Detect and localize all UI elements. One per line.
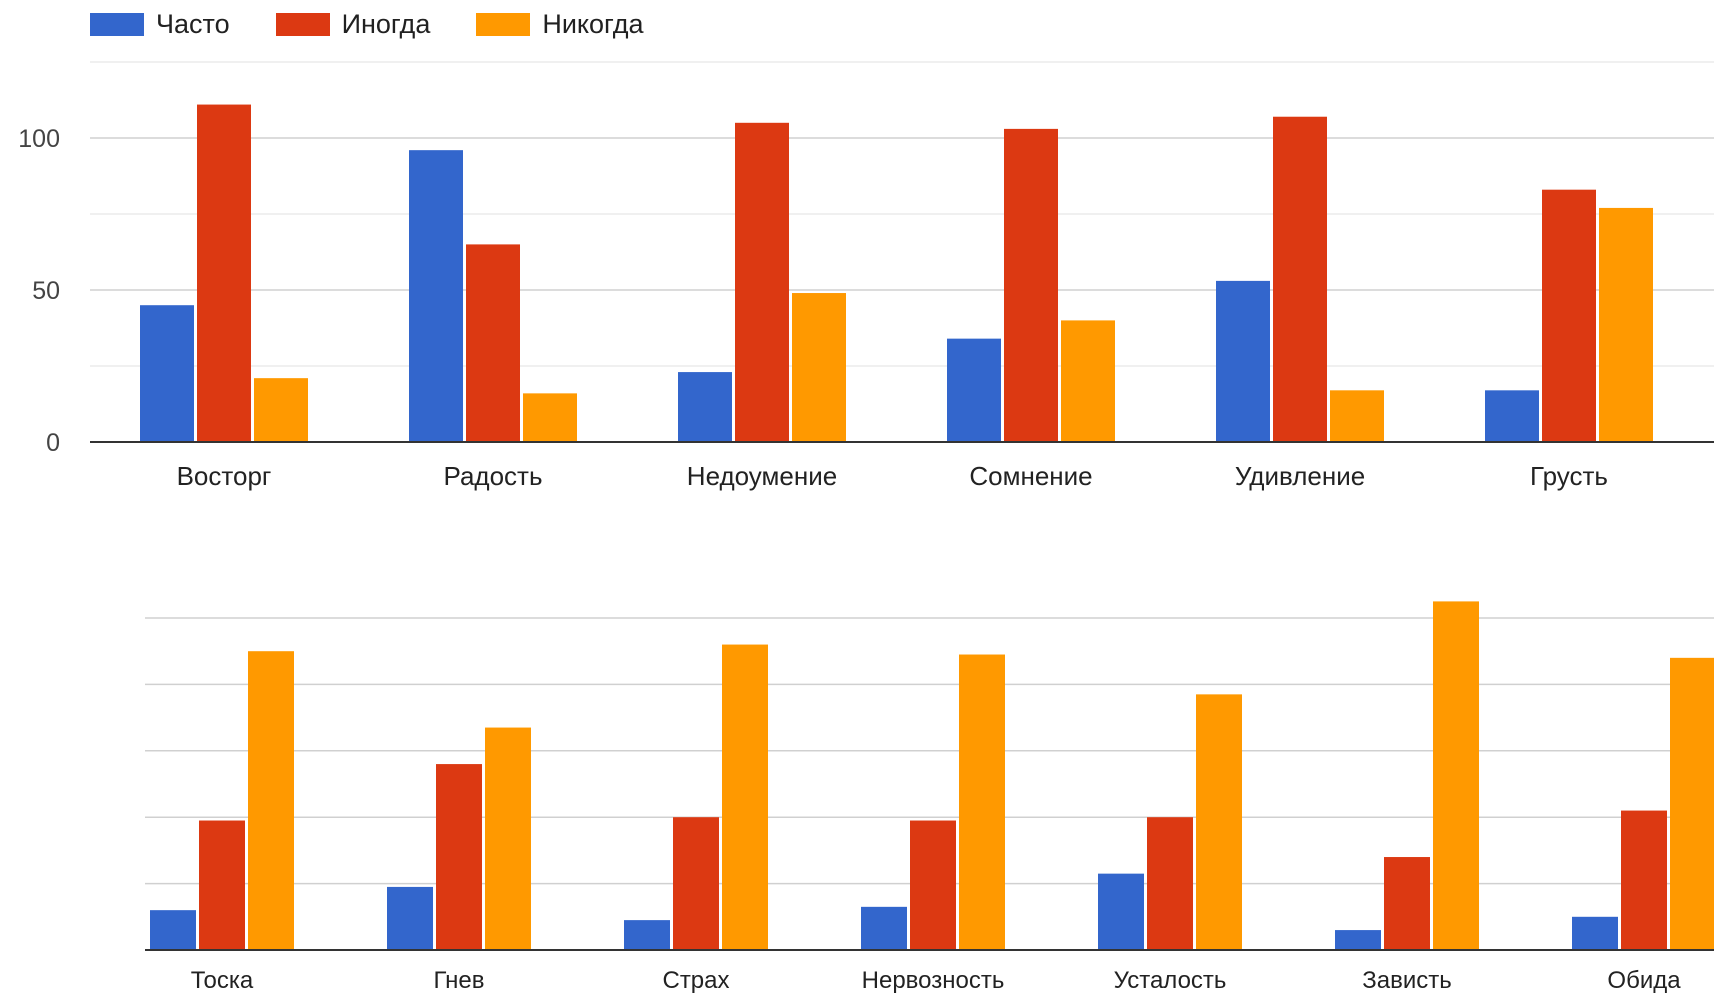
bar-радость-никогда[interactable] xyxy=(523,393,577,442)
category-label: Радость xyxy=(443,461,542,491)
category-label: Удивление xyxy=(1235,461,1365,491)
bar-тоска-часто[interactable] xyxy=(150,910,196,950)
bar-грусть-никогда[interactable] xyxy=(1599,207,1653,442)
bar-недоумение-часто[interactable] xyxy=(678,372,732,442)
bar-зависть-иногда[interactable] xyxy=(1384,857,1430,950)
legend-swatch-sometimes xyxy=(275,12,330,36)
category-label: Недоумение xyxy=(687,461,837,491)
category-label: Обида xyxy=(1607,967,1681,994)
bar-обида-иногда[interactable] xyxy=(1621,810,1667,950)
legend: Часто Иногда Никогда xyxy=(90,6,689,42)
bar-нервозность-никогда[interactable] xyxy=(959,654,1005,950)
category-label: Грусть xyxy=(1530,461,1608,491)
legend-label-often: Часто xyxy=(156,8,230,39)
legend-item-never[interactable]: Никогда xyxy=(476,9,643,40)
category-label: Страх xyxy=(662,967,729,994)
category-label: Усталость xyxy=(1114,967,1227,994)
bar-зависть-часто[interactable] xyxy=(1335,930,1381,950)
category-label: Гнев xyxy=(434,967,485,994)
bar-зависть-никогда[interactable] xyxy=(1433,601,1479,950)
bar-усталость-часто[interactable] xyxy=(1098,873,1144,950)
bar-радость-иногда[interactable] xyxy=(466,244,520,442)
bar-восторг-часто[interactable] xyxy=(140,305,194,442)
bar-гнев-иногда[interactable] xyxy=(436,764,482,950)
category-label: Зависть xyxy=(1362,967,1452,994)
legend-label-sometimes: Иногда xyxy=(341,8,431,39)
bar-страх-часто[interactable] xyxy=(624,920,670,950)
chart-bottom: Тоска Гнев Страх Нервозность Усталость Завист… xyxy=(145,601,1714,994)
bar-восторг-иногда[interactable] xyxy=(197,104,251,442)
bar-грусть-часто[interactable] xyxy=(1485,390,1539,442)
y-tick-label: 50 xyxy=(32,277,60,305)
bar-гнев-никогда[interactable] xyxy=(485,727,531,950)
bar-недоумение-никогда[interactable] xyxy=(792,293,846,442)
legend-swatch-never xyxy=(476,12,531,36)
category-label: Восторг xyxy=(177,461,272,491)
bar-страх-иногда[interactable] xyxy=(673,817,719,950)
bar-обида-часто[interactable] xyxy=(1572,916,1618,950)
bar-нервозность-иногда[interactable] xyxy=(910,820,956,950)
bar-сомнение-часто[interactable] xyxy=(947,338,1001,442)
y-tick-label: 0 xyxy=(46,429,60,457)
bar-восторг-никогда[interactable] xyxy=(254,378,308,442)
bar-тоска-иногда[interactable] xyxy=(199,820,245,950)
legend-item-often[interactable]: Часто xyxy=(90,9,230,40)
bar-обида-никогда[interactable] xyxy=(1670,657,1714,950)
bar-удивление-часто[interactable] xyxy=(1216,280,1270,442)
bar-усталость-никогда[interactable] xyxy=(1196,694,1242,950)
y-tick-label: 100 xyxy=(18,125,60,153)
legend-item-sometimes[interactable]: Иногда xyxy=(275,8,431,40)
bar-гнев-часто[interactable] xyxy=(387,886,433,950)
chart-top: 0 50 100 Восторг Радость Недоумение Сомнение Уд… xyxy=(18,61,1714,491)
legend-label-never: Никогда xyxy=(542,8,644,39)
bar-сомнение-иногда[interactable] xyxy=(1004,128,1058,442)
bar-радость-часто[interactable] xyxy=(409,150,463,442)
bar-усталость-иногда[interactable] xyxy=(1147,817,1193,950)
category-label: Сомнение xyxy=(969,461,1092,491)
bar-сомнение-никогда[interactable] xyxy=(1061,320,1115,442)
category-label: Тоска xyxy=(191,967,254,994)
bar-нервозность-часто[interactable] xyxy=(861,906,907,950)
bar-грусть-иногда[interactable] xyxy=(1542,189,1596,442)
bar-страх-никогда[interactable] xyxy=(722,644,768,950)
legend-swatch-often xyxy=(90,12,144,36)
bar-тоска-никогда[interactable] xyxy=(248,651,294,950)
bar-удивление-никогда[interactable] xyxy=(1330,390,1384,442)
bar-удивление-иногда[interactable] xyxy=(1273,116,1327,442)
bar-недоумение-иногда[interactable] xyxy=(735,122,789,443)
category-label: Нервозность xyxy=(862,967,1005,994)
